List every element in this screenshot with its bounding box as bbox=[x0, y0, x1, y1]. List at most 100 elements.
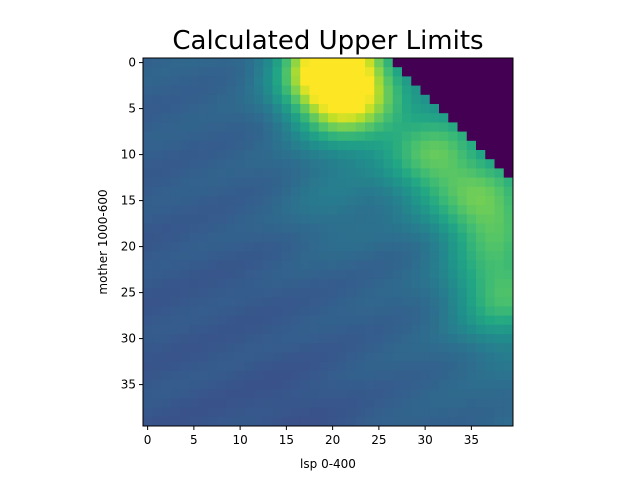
heatmap-cell bbox=[143, 380, 153, 390]
heatmap-cell bbox=[152, 306, 162, 316]
heatmap-cell bbox=[198, 416, 209, 427]
heatmap-cell bbox=[337, 140, 347, 151]
heatmap-cell bbox=[374, 269, 384, 280]
heatmap-cell bbox=[448, 196, 458, 206]
heatmap-cell bbox=[318, 324, 329, 335]
heatmap-cell bbox=[374, 389, 384, 399]
heatmap-cell bbox=[374, 297, 384, 307]
heatmap-cell bbox=[466, 370, 477, 381]
heatmap-cell bbox=[198, 214, 209, 224]
heatmap-cell bbox=[281, 85, 292, 96]
heatmap-cell bbox=[263, 150, 273, 160]
heatmap-cell bbox=[402, 380, 412, 390]
heatmap-cell bbox=[244, 131, 255, 142]
heatmap-cell bbox=[309, 232, 320, 243]
heatmap-cell bbox=[429, 113, 440, 123]
heatmap-cell bbox=[392, 343, 403, 353]
heatmap-cell bbox=[198, 288, 209, 298]
heatmap-cell bbox=[383, 370, 394, 381]
heatmap-cell bbox=[476, 104, 486, 114]
heatmap-cell bbox=[485, 205, 495, 215]
heatmap-cell bbox=[355, 251, 366, 261]
heatmap-cell bbox=[355, 205, 366, 215]
heatmap-cell bbox=[291, 214, 301, 224]
heatmap-cell bbox=[374, 140, 384, 151]
heatmap-cell bbox=[439, 205, 449, 215]
heatmap-cell bbox=[411, 389, 421, 399]
heatmap-cell bbox=[189, 122, 199, 132]
heatmap-cell bbox=[328, 288, 338, 298]
heatmap-cell bbox=[374, 168, 384, 178]
heatmap-cell bbox=[485, 214, 495, 224]
heatmap-cell bbox=[180, 370, 190, 381]
heatmap-cell bbox=[365, 214, 375, 224]
heatmap-cell bbox=[198, 334, 209, 344]
heatmap-cell bbox=[254, 269, 264, 280]
heatmap-cell bbox=[365, 67, 375, 77]
heatmap-cell bbox=[374, 223, 384, 234]
heatmap-cell bbox=[244, 159, 255, 169]
heatmap-cell bbox=[318, 168, 329, 178]
heatmap-cell bbox=[226, 177, 236, 188]
heatmap-cell bbox=[291, 159, 301, 169]
heatmap-cell bbox=[402, 315, 412, 326]
heatmap-cell bbox=[411, 380, 421, 390]
heatmap-cell bbox=[402, 343, 412, 353]
heatmap-cell bbox=[411, 398, 421, 408]
heatmap-cell bbox=[254, 251, 264, 261]
heatmap-cell bbox=[383, 131, 394, 142]
heatmap-cell bbox=[392, 205, 403, 215]
heatmap-cell bbox=[143, 260, 153, 270]
heatmap-cell bbox=[244, 85, 255, 96]
heatmap-cell bbox=[466, 113, 477, 123]
heatmap-cell bbox=[476, 177, 486, 188]
heatmap-cell bbox=[411, 94, 421, 105]
heatmap-cell bbox=[420, 297, 431, 307]
heatmap-cell bbox=[217, 94, 227, 105]
heatmap-cell bbox=[485, 260, 495, 270]
heatmap-cell bbox=[365, 85, 375, 96]
heatmap-cell bbox=[485, 67, 495, 77]
heatmap-cell bbox=[143, 196, 153, 206]
heatmap-cell bbox=[244, 232, 255, 243]
heatmap-cell bbox=[143, 168, 153, 178]
heatmap-cell bbox=[448, 370, 458, 381]
heatmap-cell bbox=[180, 168, 190, 178]
heatmap-cell bbox=[291, 113, 301, 123]
heatmap-cell bbox=[503, 85, 514, 96]
heatmap-cell bbox=[457, 297, 468, 307]
heatmap-cell bbox=[161, 370, 172, 381]
heatmap-cell bbox=[189, 352, 199, 362]
heatmap-cell bbox=[411, 278, 421, 289]
heatmap-cell bbox=[198, 398, 209, 408]
heatmap-cell bbox=[272, 214, 283, 224]
heatmap-cell bbox=[476, 416, 486, 427]
heatmap-cell bbox=[457, 104, 468, 114]
heatmap-cell bbox=[337, 168, 347, 178]
heatmap-cell bbox=[476, 122, 486, 132]
heatmap-cell bbox=[217, 159, 227, 169]
heatmap-cell bbox=[300, 361, 310, 372]
heatmap-cell bbox=[161, 297, 172, 307]
heatmap-cell bbox=[328, 389, 338, 399]
heatmap-cell bbox=[152, 288, 162, 298]
heatmap-cell bbox=[355, 85, 366, 96]
heatmap-cell bbox=[161, 140, 172, 151]
heatmap-cell bbox=[466, 416, 477, 427]
heatmap-cell bbox=[291, 269, 301, 280]
heatmap-cell bbox=[337, 334, 347, 344]
heatmap-cell bbox=[383, 324, 394, 335]
heatmap-cell bbox=[365, 159, 375, 169]
heatmap-cell bbox=[420, 278, 431, 289]
heatmap-cell bbox=[170, 324, 181, 335]
heatmap-cell bbox=[466, 76, 477, 86]
heatmap-cell bbox=[365, 94, 375, 105]
heatmap-cell bbox=[420, 140, 431, 151]
heatmap-cell bbox=[281, 58, 292, 68]
heatmap-cell bbox=[411, 288, 421, 298]
heatmap-cell bbox=[448, 288, 458, 298]
heatmap-cell bbox=[143, 334, 153, 344]
heatmap-cell bbox=[383, 269, 394, 280]
heatmap-cell bbox=[503, 334, 514, 344]
heatmap-cell bbox=[152, 398, 162, 408]
